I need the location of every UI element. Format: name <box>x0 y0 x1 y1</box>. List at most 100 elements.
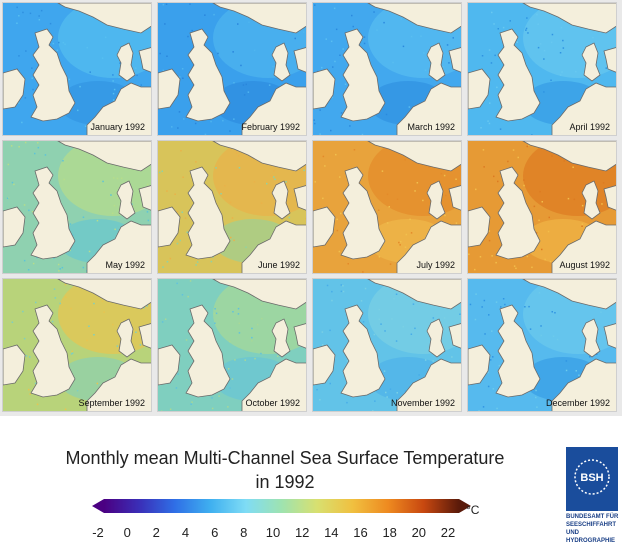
panel-month-label: October 1992 <box>245 398 300 408</box>
water-speckle <box>195 264 197 266</box>
water-speckle <box>7 197 10 199</box>
land-mass <box>212 141 306 172</box>
water-speckle <box>237 305 239 307</box>
water-speckle <box>561 71 563 73</box>
water-speckle <box>151 257 152 259</box>
water-speckle <box>25 355 28 357</box>
water-speckle <box>565 360 568 362</box>
land-mass <box>138 47 151 73</box>
water-speckle <box>86 339 88 342</box>
water-speckle <box>18 55 20 57</box>
water-speckle <box>36 256 38 259</box>
water-speckle <box>18 102 20 104</box>
water-speckle <box>63 178 65 181</box>
water-speckle <box>481 55 484 57</box>
water-speckle <box>93 334 95 336</box>
water-speckle <box>158 171 161 174</box>
water-speckle <box>182 176 184 178</box>
water-speckle <box>478 410 480 411</box>
water-speckle <box>224 185 226 187</box>
water-speckle <box>10 145 13 147</box>
land-mass <box>603 323 616 349</box>
colorbar-tick-label: -2 <box>92 525 104 540</box>
water-speckle <box>531 134 533 135</box>
water-speckle <box>360 300 363 302</box>
land-mass <box>426 42 446 82</box>
water-speckle <box>260 303 263 305</box>
water-speckle <box>481 306 483 308</box>
water-speckle <box>64 408 67 410</box>
water-speckle <box>254 357 256 360</box>
water-speckle <box>525 27 528 30</box>
water-speckle <box>405 233 408 236</box>
water-speckle <box>294 37 296 40</box>
water-speckle <box>13 183 15 186</box>
water-speckle <box>538 292 541 294</box>
water-speckle <box>408 106 411 108</box>
water-speckle <box>551 311 553 313</box>
water-speckle <box>537 23 539 25</box>
water-speckle <box>385 113 388 116</box>
water-speckle <box>233 118 235 120</box>
bsh-logo-badge: BSH <box>580 472 603 484</box>
land-mass <box>271 318 291 358</box>
water-speckle <box>479 256 482 258</box>
water-speckle <box>195 161 197 163</box>
water-speckle <box>487 385 490 388</box>
water-speckle <box>432 317 435 319</box>
water-speckle <box>335 28 338 31</box>
water-speckle <box>71 350 73 352</box>
water-speckle <box>34 152 36 155</box>
water-speckle <box>164 23 166 25</box>
water-speckle <box>338 250 341 253</box>
water-speckle <box>552 335 555 337</box>
water-speckle <box>182 77 184 79</box>
land-mass <box>271 42 291 82</box>
water-speckle <box>270 175 272 177</box>
water-speckle <box>64 43 66 46</box>
water-speckle <box>373 11 375 13</box>
water-speckle <box>32 262 35 265</box>
water-speckle <box>385 135 387 136</box>
water-speckle <box>488 122 491 125</box>
land-mass <box>241 220 306 273</box>
water-speckle <box>331 96 333 99</box>
water-speckle <box>237 23 239 25</box>
land-mass <box>313 68 336 110</box>
land-mass <box>3 206 26 248</box>
water-speckle <box>266 182 268 185</box>
water-speckle <box>424 359 427 361</box>
water-speckle <box>550 41 553 44</box>
water-speckle <box>233 82 235 84</box>
land-mass <box>396 82 461 135</box>
water-speckle <box>332 66 334 68</box>
colorbar-unit: °C <box>466 503 480 517</box>
water-speckle <box>418 374 420 376</box>
land-mass <box>426 180 446 220</box>
land-mass <box>313 206 336 248</box>
water-speckle <box>253 181 256 183</box>
water-speckle <box>179 76 181 78</box>
land-mass <box>57 141 151 172</box>
water-speckle <box>376 29 378 31</box>
water-speckle <box>260 352 262 355</box>
water-speckle <box>53 288 56 290</box>
land-mass <box>448 47 461 73</box>
land-mass <box>313 344 336 386</box>
panel-month-label: January 1992 <box>90 122 145 132</box>
water-speckle <box>489 359 492 361</box>
water-speckle <box>529 328 532 330</box>
water-speckle <box>181 68 184 70</box>
land-mass <box>581 318 601 358</box>
water-speckle <box>581 225 583 227</box>
water-speckle <box>448 62 450 64</box>
water-speckle <box>497 180 499 183</box>
water-speckle <box>93 302 95 305</box>
water-speckle <box>104 36 107 39</box>
water-speckle <box>575 70 577 73</box>
water-speckle <box>140 84 142 86</box>
water-speckle <box>102 180 104 183</box>
water-speckle <box>550 79 552 81</box>
water-speckle <box>528 144 530 146</box>
water-speckle <box>58 270 60 272</box>
